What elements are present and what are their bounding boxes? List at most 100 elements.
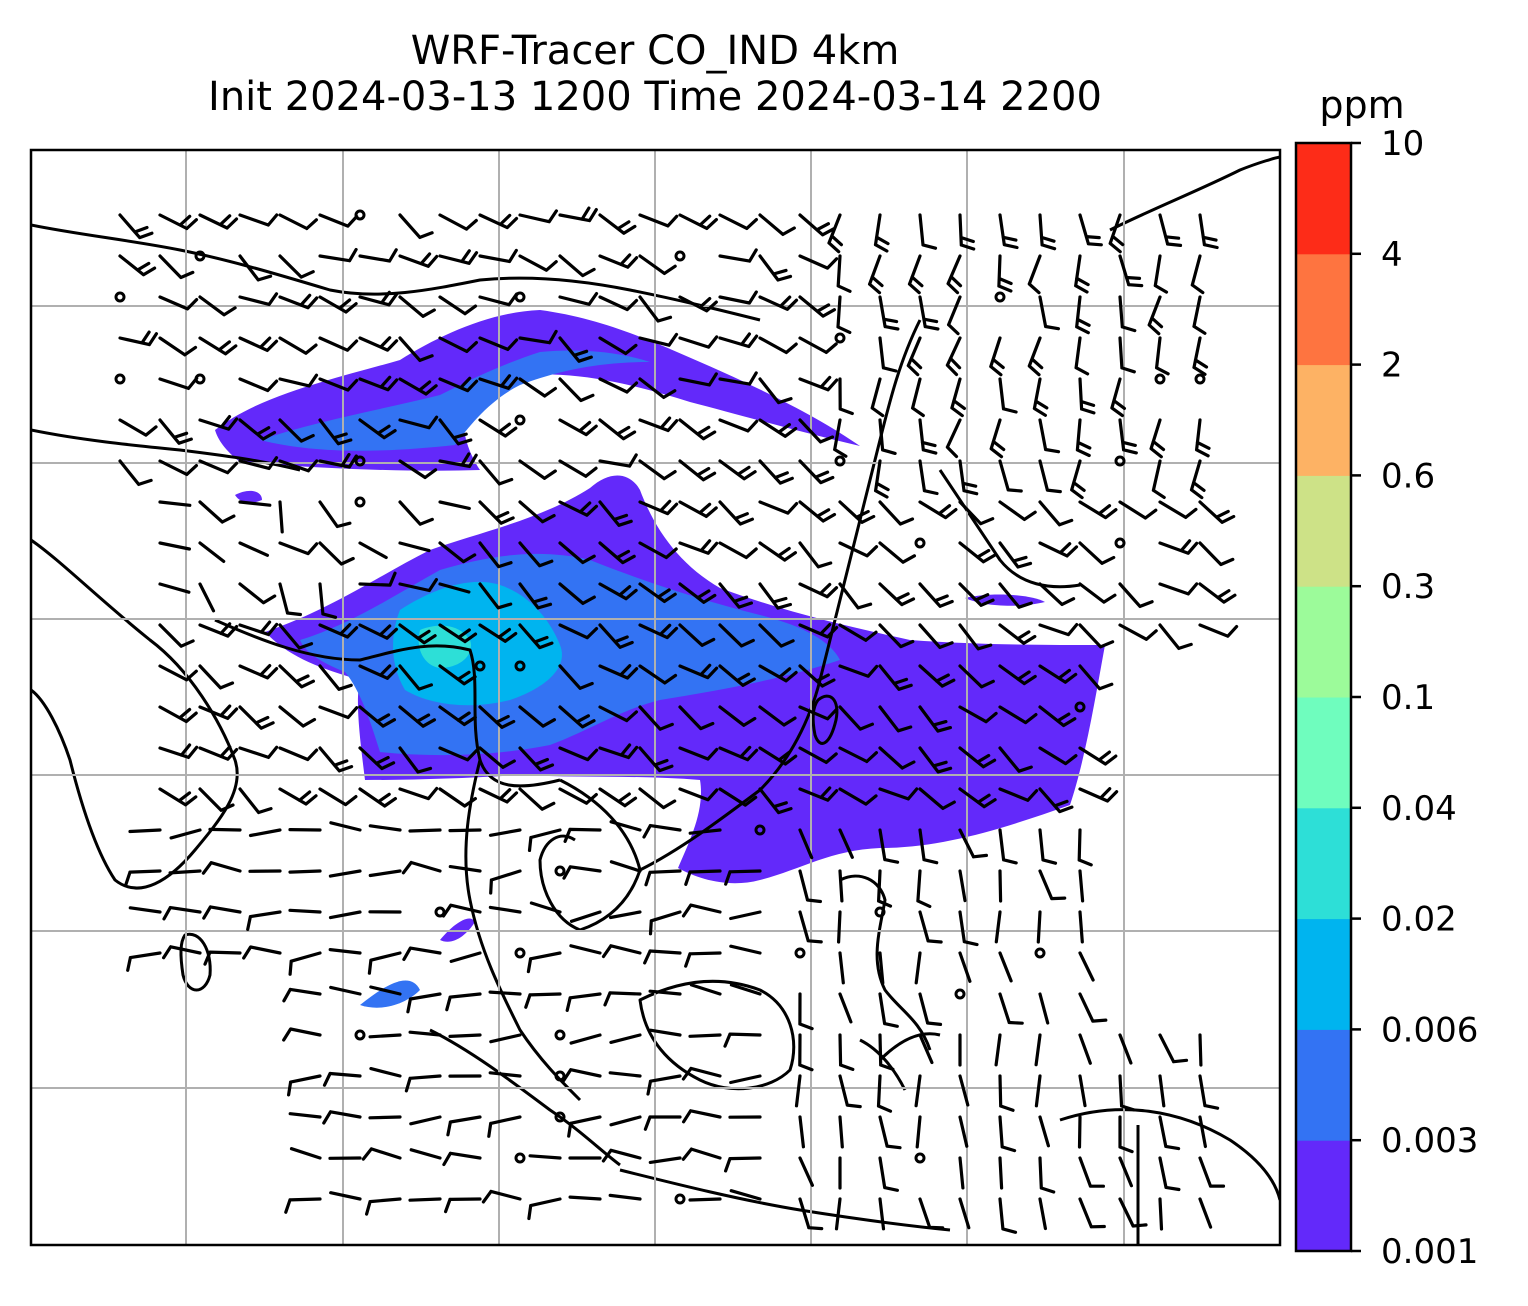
wind-barb [358,705,396,728]
wind-barb [945,418,962,459]
wind-barb [1074,254,1090,294]
wind-barb [878,951,885,985]
wind-barb [449,951,482,963]
wind-barb [398,415,439,430]
wind-barb [238,745,279,759]
wind-barb [1118,1074,1136,1112]
wind-barb [278,459,319,473]
wind-barb [438,705,477,727]
wind-barb [318,623,359,639]
wind-barb [1078,869,1085,903]
wind-barb [998,746,1033,773]
wind-barb [238,787,273,815]
wind-barb [238,254,273,282]
wind-barb [958,623,993,651]
wind-barb [158,418,193,445]
wind-barb [1118,254,1144,288]
wind-barb [724,1156,762,1173]
wind-barb [289,1147,322,1160]
coast-sulawesi [859,1032,941,1091]
wind-barb [1158,1197,1164,1231]
wind-barb [558,292,599,306]
wind-barb [278,500,284,534]
wind-barb [438,249,479,265]
wind-barb [603,991,642,1007]
wind-barb [518,705,556,728]
wind-barb [527,1197,562,1221]
wind-barb [915,1115,922,1149]
wind-barb [478,746,516,769]
wind-barb [1038,582,1076,606]
wind-barb [870,377,885,418]
wind-barb [158,336,198,357]
wind-barb [238,292,279,306]
wind-barb [158,787,198,807]
wind-barb [718,500,754,526]
calm-circle [194,250,206,262]
wind-barb [358,290,399,307]
wind-barb [158,705,198,724]
wind-barb [989,418,1006,459]
wind-barb [918,459,939,496]
wind-barb [598,377,639,394]
wind-barb [128,828,162,834]
wind-barb [1078,1197,1106,1229]
wind-barb [1078,623,1115,649]
wind-barb [1077,1115,1082,1149]
wind-barb [1036,910,1042,944]
wind-barb [958,787,997,809]
wind-barb [638,377,677,399]
wind-barb [608,1071,642,1078]
wind-barb [838,1074,862,1109]
wind-barb [758,418,798,438]
wind-barb [238,377,279,393]
wind-barb [481,1189,522,1204]
wind-barb [998,623,1037,645]
wind-barb [958,869,967,903]
wind-barb [1158,1074,1166,1108]
wind-barb [478,336,519,351]
wind-barb [838,377,854,416]
wind-barb [758,664,798,683]
wind-barb [598,787,638,808]
wind-barb [158,213,198,231]
wind-barb [958,582,995,607]
calm-circle [554,1111,566,1123]
calm-circle [514,660,526,672]
wind-barb [1118,623,1158,641]
wind-barb [406,992,442,1014]
plume-northern-core [260,350,650,451]
wind-barb [1147,295,1164,336]
wind-barb [358,541,388,560]
map-panel[interactable] [0,0,1290,1260]
wind-barb [918,664,956,688]
wind-barb [838,951,845,985]
wind-barb [1198,1033,1203,1067]
wind-barb [997,254,1013,293]
calm-circle [1194,373,1206,385]
wind-barb [598,541,636,565]
wind-barb [398,623,437,645]
wind-barb [1038,213,1057,251]
wind-barb [569,944,602,955]
wind-barb [278,373,319,388]
wind-barb [284,1197,322,1214]
calm-circle [514,414,526,426]
wind-barb [834,1197,842,1231]
wind-barb [238,336,279,352]
calm-circle [834,332,846,344]
wind-barb [678,663,719,680]
wind-barb [958,1115,969,1148]
wind-barb [878,1156,899,1192]
wind-barb [318,418,353,446]
wind-barb [878,623,915,649]
calm-circle [1034,947,1046,959]
wind-barb [998,500,1037,521]
colorbar-tick-label: 0.1 [1381,678,1435,718]
wind-barb [798,705,839,721]
wind-barb [994,1033,1002,1067]
wind-barb [118,213,154,240]
wind-barb [878,1115,902,1150]
wind-barb [158,623,195,648]
wind-barb [398,578,438,593]
